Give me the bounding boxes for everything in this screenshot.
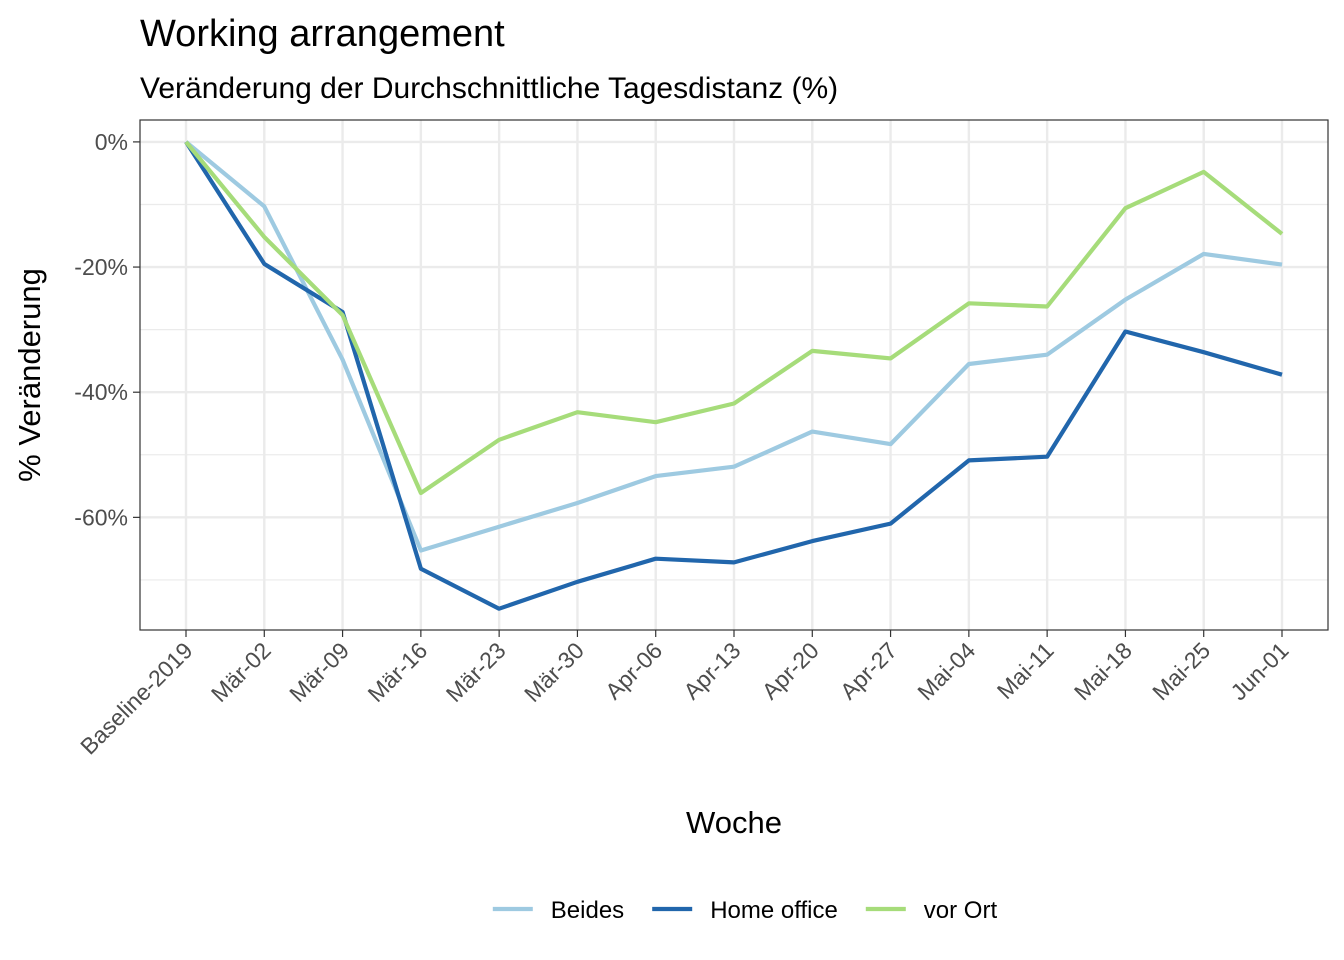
- chart-title: Working arrangement: [140, 13, 505, 55]
- x-tick-label: Mai-25: [1147, 637, 1215, 705]
- y-axis: 0% -20% -40% -60%: [74, 129, 140, 530]
- y-tick-label: -20%: [74, 254, 128, 280]
- y-tick-label: -40%: [74, 379, 128, 405]
- x-tick-label: Mär-23: [441, 637, 511, 707]
- y-axis-title: % Veränderung: [12, 268, 47, 482]
- legend-item-home-office: Home office: [652, 897, 838, 924]
- x-tick-label: Apr-20: [757, 637, 824, 704]
- x-tick-label: Mai-18: [1069, 637, 1137, 705]
- legend-label: Beides: [551, 897, 624, 924]
- series-line-vor-ort: [184, 140, 1284, 496]
- x-tick-label: Mai-04: [912, 637, 980, 705]
- x-tick-label: Apr-06: [600, 637, 667, 704]
- x-tick-label: Mär-02: [206, 637, 276, 707]
- legend-label: vor Ort: [924, 897, 998, 924]
- x-tick-label: Apr-27: [835, 637, 902, 704]
- y-tick-label: -60%: [74, 504, 128, 530]
- x-tick-label: Mär-30: [519, 637, 589, 707]
- x-axis-title: Woche: [686, 805, 782, 840]
- gridlines: [140, 120, 1328, 630]
- chart-subtitle: Veränderung der Durchschnittliche Tagesd…: [140, 72, 838, 105]
- legend-item-vor-ort: vor Ort: [865, 897, 998, 924]
- legend-label: Home office: [710, 897, 838, 924]
- x-axis: Baseline-2019 Mär-02 Mär-09 Mär-16 Mär-23 Mär…: [75, 630, 1294, 760]
- x-tick-label: Mai-11: [992, 637, 1059, 704]
- x-tick-label: Mär-09: [284, 637, 354, 707]
- x-tick-label: Baseline-2019: [75, 637, 197, 759]
- x-tick-label: Apr-13: [678, 637, 745, 704]
- legend-item-beides: Beides: [492, 897, 624, 924]
- legend: Beides Home office vor Ort: [492, 897, 998, 924]
- series-line-home-office: [184, 140, 1283, 611]
- series-lines: [184, 140, 1284, 611]
- x-tick-label: Jun-01: [1225, 637, 1293, 705]
- y-tick-label: 0%: [95, 129, 128, 155]
- series-line-beides: [184, 140, 1283, 553]
- x-tick-label: Mär-16: [362, 637, 432, 707]
